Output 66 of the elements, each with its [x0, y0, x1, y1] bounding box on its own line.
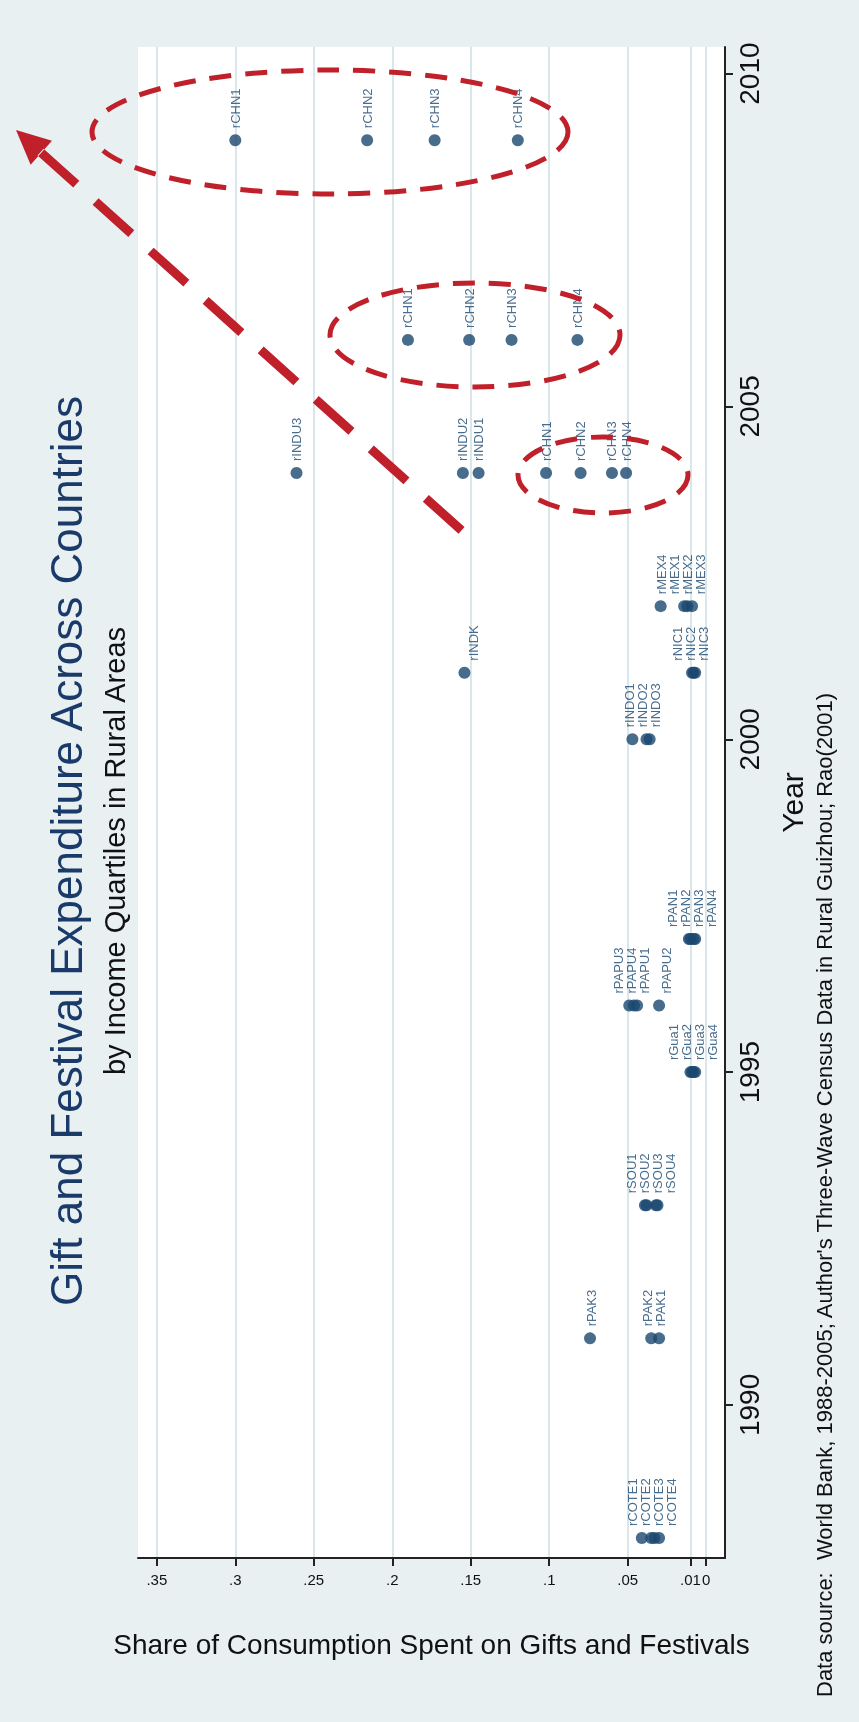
data-label: rSOU2: [637, 1153, 653, 1194]
source-note: Data source: World Bank, 1988-2005; Author's Three-Wave Census Data in Rural Guizhou; Rao(2001): [811, 692, 837, 1697]
x-axis-title: Share of Consumption Spent on Gifts and Festivals: [113, 1628, 750, 1660]
data-label: rPAPU1: [636, 947, 652, 994]
data-label: rCHN3: [504, 288, 520, 328]
data-label: rCOTE1: [624, 1478, 640, 1527]
data-label: rPAK2: [640, 1289, 656, 1327]
data-label: rGua3: [691, 1023, 707, 1061]
data-label: rINDU3: [289, 417, 305, 462]
data-label: rSOU4: [663, 1153, 679, 1194]
data-label: rINDO1: [622, 683, 638, 728]
data-label: rCHN1: [227, 88, 243, 129]
y-tick-label: 2000: [733, 708, 765, 771]
data-label: rCHN1: [538, 421, 554, 462]
data-label: rCOTE2: [637, 1478, 653, 1527]
data-label: rNIC3: [696, 626, 712, 661]
data-label: rPAN1: [665, 889, 681, 927]
y-tick-label: 1990: [733, 1373, 765, 1437]
data-label: rSOU3: [650, 1153, 666, 1194]
data-label: rCOTE3: [650, 1478, 666, 1527]
x-tick-label: .05: [617, 1571, 639, 1588]
data-label: rMEX2: [680, 554, 696, 595]
data-label: rPAPU2: [658, 947, 674, 994]
data-label: rCOTE4: [663, 1478, 679, 1527]
x-tick-label: .15: [460, 1571, 482, 1588]
y-axis-title: Year: [775, 772, 809, 833]
data-label: rGua4: [704, 1023, 720, 1061]
data-label: rINDU2: [455, 417, 471, 462]
text: by Income Quartiles in Rural Areas: [99, 626, 131, 1076]
data-label: rCHN4: [510, 88, 526, 129]
data-label: rINDU1: [471, 417, 487, 462]
data-label: rCHN2: [359, 88, 375, 129]
x-tick-label: .3: [229, 1571, 242, 1588]
data-label: rPAPU4: [623, 947, 639, 994]
x-tick-label: .25: [303, 1571, 325, 1588]
data-label: rINDK: [465, 624, 481, 661]
data-label: rCHN4: [618, 421, 634, 462]
x-tick-label: .2: [386, 1571, 399, 1588]
data-label: rPAK3: [584, 1289, 600, 1327]
data-label: rPAN2: [678, 889, 694, 927]
data-label: rNIC1: [670, 626, 686, 661]
data-label: rPAK1: [653, 1289, 669, 1327]
x-tick-label: 0: [701, 1571, 711, 1588]
y-tick-label: 2010: [733, 42, 765, 105]
data-label: rCHN2: [573, 421, 589, 462]
data-label: rSOU1: [624, 1153, 640, 1194]
data-label: rMEX3: [693, 554, 709, 595]
y-tick-label: 2005: [733, 375, 765, 438]
data-label: rMEX4: [654, 554, 670, 595]
y-tick-label: 1995: [733, 1040, 765, 1104]
x-tick-label: .1: [542, 1571, 556, 1588]
data-label: rINDO2: [635, 683, 651, 728]
data-label: rCHN3: [427, 88, 443, 129]
data-label: rINDO3: [648, 683, 664, 728]
data-label: rPAN3: [691, 889, 707, 927]
data-label: rMEX1: [667, 554, 683, 595]
data-label: rNIC2: [683, 626, 699, 661]
data-label: rCHN2: [461, 288, 477, 328]
data-label: rCHN1: [400, 288, 416, 328]
data-label: rPAPU3: [610, 947, 626, 994]
x-tick-label: .01: [680, 1571, 701, 1588]
data-label: rGua2: [678, 1023, 694, 1061]
text: Gift and Festival Expenditure Across Countries: [41, 396, 91, 1306]
x-tick-label: .35: [146, 1571, 168, 1588]
data-label: rPAN4: [704, 889, 720, 927]
data-label: rGua1: [665, 1023, 681, 1061]
